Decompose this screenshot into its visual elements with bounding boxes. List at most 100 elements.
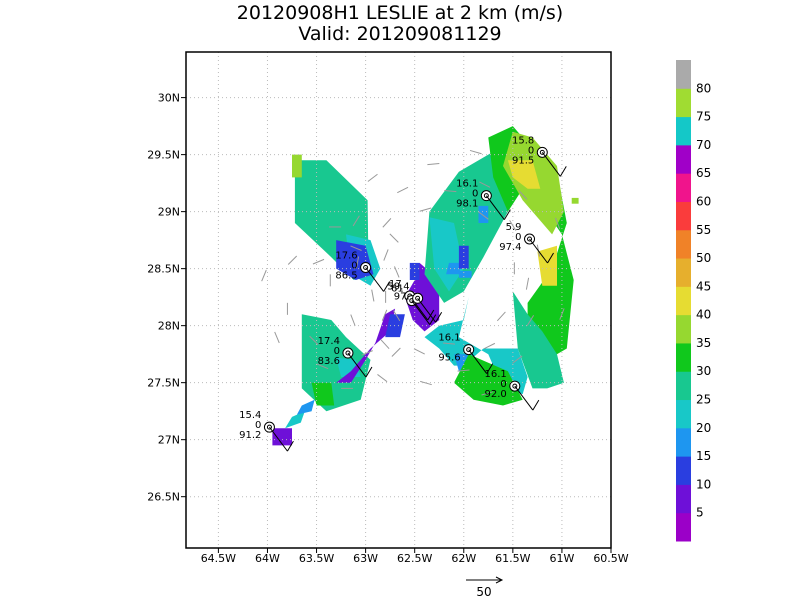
colorbar-segment xyxy=(676,286,691,316)
dropsonde-stations: 15.8091.516.1098.15.9097.417.6086.517615… xyxy=(239,135,567,452)
colorbar-label: 50 xyxy=(696,251,711,265)
wind-barb-flag xyxy=(429,314,437,325)
x-tick-label: 64.5W xyxy=(201,552,236,565)
colorbar-label: 30 xyxy=(696,364,711,378)
colorbar-segment xyxy=(676,229,691,259)
colorbar-segment xyxy=(676,342,691,372)
wind-vector xyxy=(478,211,489,220)
colorbar-segment xyxy=(676,173,691,202)
station-label: 17.4 xyxy=(318,336,340,347)
wind-vector xyxy=(554,217,561,230)
wind-barb xyxy=(347,352,367,378)
wind-region xyxy=(385,314,405,338)
wind-barb-flag xyxy=(383,281,391,292)
y-tick-label: 27N xyxy=(158,434,180,447)
wind-barb xyxy=(365,267,385,292)
station-marker-inner xyxy=(512,383,518,389)
wind-vector xyxy=(413,348,425,355)
colorbar-label: 5 xyxy=(696,506,704,520)
x-tick-label: 61.5W xyxy=(495,552,530,565)
colorbar-segment xyxy=(676,484,691,514)
station-marker-inner xyxy=(415,295,421,301)
chart-title: 20120908H1 LESLIE at 2 km (m/s) xyxy=(236,2,564,24)
wind-vector xyxy=(382,218,392,228)
wind-region xyxy=(458,245,469,269)
wind-vector xyxy=(559,308,565,320)
station-marker-inner xyxy=(345,350,351,356)
wind-barb xyxy=(529,238,548,264)
colorbar-segment xyxy=(676,427,691,457)
station-label: 91.5 xyxy=(512,155,534,166)
wind-vector xyxy=(377,374,388,383)
colorbar-label: 80 xyxy=(696,81,711,95)
wind-barb xyxy=(269,426,288,452)
wind-vector xyxy=(496,311,506,322)
wind-region xyxy=(285,411,305,429)
wind-vector xyxy=(287,255,298,265)
wind-vector xyxy=(518,190,528,200)
wind-region xyxy=(512,291,564,389)
wind-region xyxy=(454,354,523,406)
station-label: 83.6 xyxy=(318,356,340,367)
wind-vector xyxy=(312,258,325,265)
station-label: 15.8 xyxy=(512,135,534,146)
plot-frame xyxy=(185,51,612,549)
colorbar-segment xyxy=(676,456,691,485)
x-axis-ticks: 64.5W 64W 63.5W 63W 62.5W 62W 61.5W 61W 60.5W xyxy=(201,548,629,565)
station-label: 0 xyxy=(500,379,506,390)
colorbar-label: 65 xyxy=(696,166,711,180)
y-tick-label: 28N xyxy=(158,320,180,333)
wind-vector xyxy=(420,380,432,386)
colorbar-label: 55 xyxy=(696,223,711,237)
x-tick-label: 60.5W xyxy=(593,552,628,565)
colorbar-label: 20 xyxy=(696,421,711,435)
station-label: 0 xyxy=(255,420,261,431)
wind-barb-flag xyxy=(532,399,540,411)
wind-vector xyxy=(316,363,329,370)
vector-scale-label: 50 xyxy=(476,585,491,599)
colorbar: 5 10 15 20 25 30 35 40 45 50 55 60 65 70 75 80 xyxy=(676,60,711,542)
station-label: 0 xyxy=(334,346,340,357)
wind-vector xyxy=(352,215,360,227)
wind-vector xyxy=(309,335,319,345)
wind-vector xyxy=(391,347,401,357)
colorbar-segment xyxy=(676,399,691,429)
y-tick-label: 29N xyxy=(158,206,180,219)
wind-barb xyxy=(514,385,534,411)
station-label: 0 xyxy=(472,189,478,200)
station-label: 59.4 xyxy=(387,281,409,292)
wind-vector xyxy=(483,342,496,350)
colorbar-label: 60 xyxy=(696,194,711,208)
colorbar-segment xyxy=(676,116,691,146)
wind-vector xyxy=(380,339,390,350)
y-tick-label: 29.5N xyxy=(147,149,180,162)
station-label: 92.0 xyxy=(485,389,507,400)
y-tick-label: 30N xyxy=(158,92,180,105)
wind-region xyxy=(446,262,462,275)
station-marker-inner xyxy=(527,236,533,242)
wind-vector xyxy=(350,245,362,251)
station-label: 98.1 xyxy=(456,199,478,210)
wind-barb-flag xyxy=(486,363,494,374)
wind-region xyxy=(507,160,541,189)
wind-region xyxy=(296,399,315,415)
x-tick-label: 61W xyxy=(549,552,574,565)
station-label: 97. xyxy=(394,291,410,302)
wind-vector xyxy=(367,173,378,182)
chart-subtitle: Valid: 201209081129 xyxy=(298,23,502,45)
station-marker-inner xyxy=(539,149,545,155)
wind-vector xyxy=(427,163,440,166)
wind-vector xyxy=(457,369,470,372)
colorbar-segment xyxy=(676,60,691,89)
colorbar-segment xyxy=(676,512,691,542)
y-axis-ticks: 26.5N 27N 27.5N 28N 28.5N 29N 29.5N 30N xyxy=(147,92,186,504)
colorbar-label: 35 xyxy=(696,336,711,350)
wind-vector xyxy=(419,207,432,212)
station-marker-inner xyxy=(363,265,369,271)
colorbar-label: 15 xyxy=(696,449,711,463)
wind-barb-flag xyxy=(287,440,294,452)
wind-vector xyxy=(393,310,401,322)
wind-vector xyxy=(444,189,457,193)
station-label: 17 xyxy=(389,279,402,290)
